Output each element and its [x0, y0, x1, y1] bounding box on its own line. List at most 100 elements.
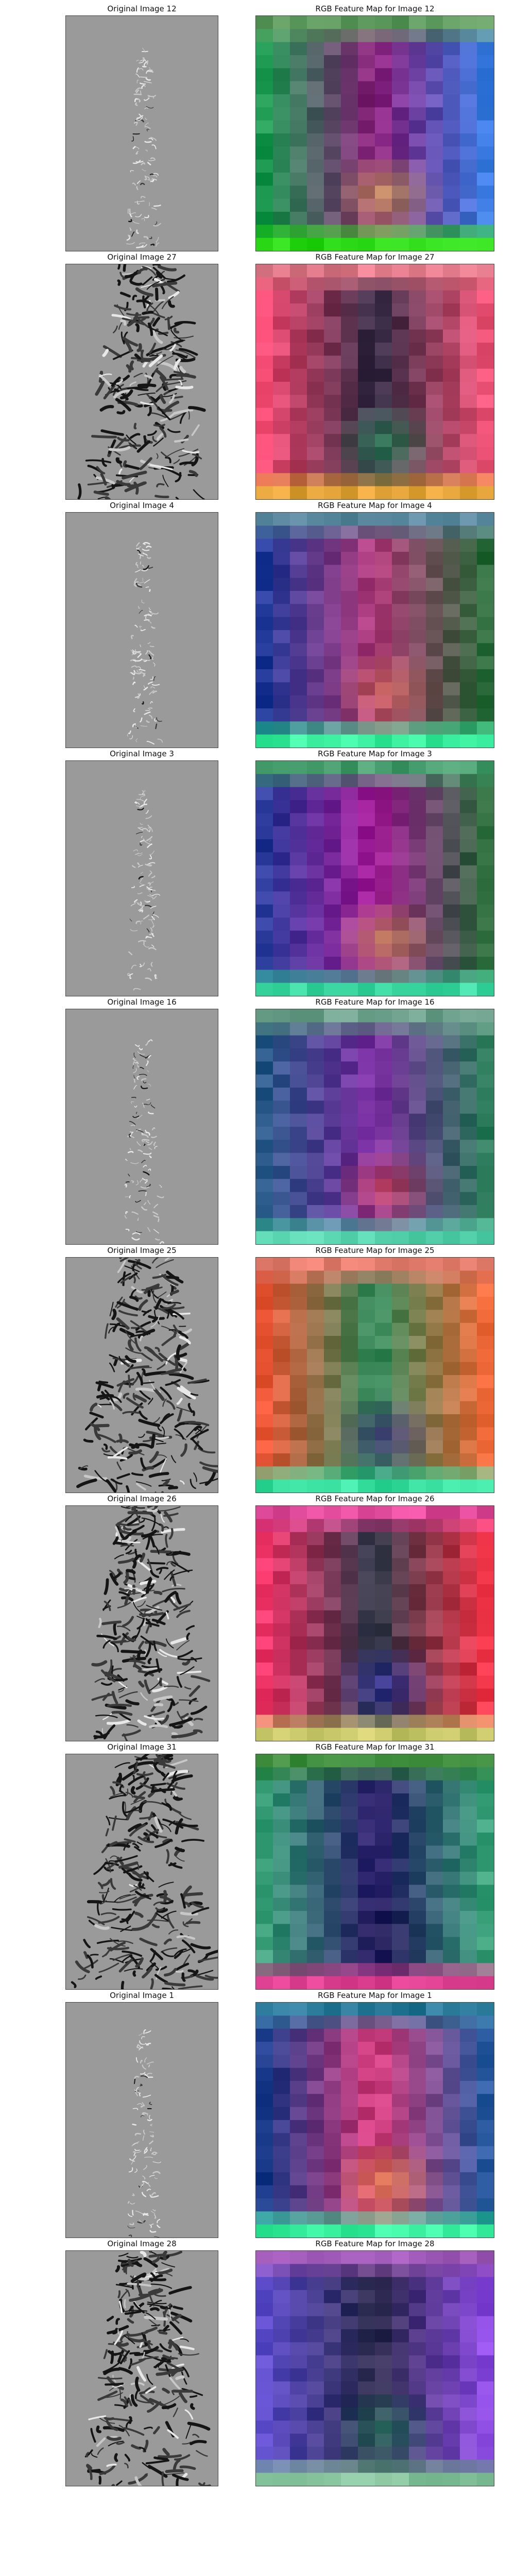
plume-stroke — [144, 2148, 148, 2154]
plume-stroke — [96, 2425, 102, 2433]
feature-cell — [477, 2094, 494, 2108]
feature-cell — [426, 1127, 443, 1140]
plume-stroke — [118, 444, 141, 450]
plume-stroke — [176, 1640, 190, 1651]
plume-stroke — [179, 2345, 195, 2350]
feature-cell — [443, 2015, 460, 2029]
feature-cell — [375, 1479, 392, 1493]
feature-cell — [273, 865, 290, 879]
plume-stroke — [140, 629, 146, 631]
feature-cell — [375, 1636, 392, 1650]
plume-stroke — [172, 1770, 178, 1784]
feature-cell — [324, 918, 341, 931]
plume-stroke — [142, 701, 144, 705]
feature-cell — [477, 2185, 494, 2199]
feature-cell — [426, 1976, 443, 1989]
feature-cell — [392, 1479, 409, 1493]
feature-cell — [341, 2003, 358, 2016]
plume-stroke — [172, 1569, 193, 1576]
feature-cell — [460, 486, 477, 499]
feature-cell — [392, 2355, 409, 2369]
feature-cell — [460, 1009, 477, 1023]
feature-cell — [256, 1545, 273, 1558]
plume-stroke — [135, 161, 144, 163]
feature-cell — [426, 2447, 443, 2460]
plume-stroke — [182, 2442, 191, 2445]
plume-stroke — [117, 2290, 121, 2298]
plume-stroke — [144, 614, 152, 617]
feature-cell — [307, 1009, 324, 1023]
feature-cell — [477, 133, 494, 147]
plume-stroke — [91, 1693, 114, 1701]
feature-cell — [307, 591, 324, 604]
feature-cell — [392, 447, 409, 461]
feature-cell — [375, 2381, 392, 2395]
plume-stroke — [131, 1376, 139, 1386]
feature-cell — [341, 460, 358, 473]
plume-stroke — [124, 1838, 136, 1843]
feature-cell — [426, 460, 443, 473]
feature-cell — [443, 1349, 460, 1363]
plume-stroke — [140, 876, 144, 882]
feature-cell — [375, 1623, 392, 1637]
feature-cell — [409, 565, 426, 579]
plume-stroke — [148, 715, 153, 719]
feature-cell — [324, 2003, 341, 2016]
plume-stroke — [131, 1443, 139, 1449]
feature-cell — [358, 1218, 375, 1232]
plume-stroke — [170, 2311, 193, 2323]
feature-cell — [375, 1283, 392, 1297]
feature-cell — [375, 2316, 392, 2330]
plume-stroke — [144, 1715, 165, 1720]
plume-stroke — [135, 1957, 144, 1968]
feature-cell — [460, 1440, 477, 1454]
feature-cell — [324, 1192, 341, 1206]
feature-cell — [443, 761, 460, 774]
plume-stroke — [152, 690, 158, 694]
feature-cell — [358, 1584, 375, 1598]
plume-stroke — [171, 2389, 175, 2396]
feature-cell — [324, 107, 341, 121]
feature-cell — [324, 1911, 341, 1924]
plume-stroke — [190, 1705, 208, 1715]
feature-cell — [375, 1976, 392, 1989]
feature-cell — [409, 16, 426, 29]
plume-stroke — [147, 2465, 168, 2478]
plume-stroke — [168, 2339, 179, 2351]
plume-stroke — [147, 1200, 151, 1205]
plume-stroke — [152, 1685, 168, 1692]
feature-cell — [290, 2368, 307, 2382]
feature-cell — [307, 1192, 324, 1206]
feature-cell — [256, 1362, 273, 1376]
plume-stroke — [183, 1901, 191, 1907]
feature-cell — [409, 1153, 426, 1166]
feature-cell — [392, 1663, 409, 1676]
plume-stroke — [134, 2132, 142, 2136]
plume-stroke — [163, 378, 184, 381]
feature-cell — [409, 1414, 426, 1428]
feature-cell — [273, 198, 290, 212]
plume-stroke — [118, 1433, 123, 1444]
plume-stroke — [102, 1639, 111, 1649]
feature-cell — [477, 212, 494, 225]
plume-stroke — [176, 1344, 181, 1361]
feature-cell — [307, 16, 324, 29]
plume-stroke — [136, 1841, 143, 1845]
feature-cell — [426, 1675, 443, 1689]
feature-cell — [426, 1845, 443, 1859]
feature-cell — [409, 1218, 426, 1232]
plume-stroke — [131, 231, 135, 237]
plume-stroke — [171, 1724, 183, 1729]
feature-cell — [307, 368, 324, 382]
feature-cell — [426, 1388, 443, 1402]
feature-cell — [290, 865, 307, 879]
feature-cell — [460, 316, 477, 330]
feature-cell — [307, 2067, 324, 2081]
plume-stroke — [133, 2141, 140, 2146]
feature-cell — [341, 904, 358, 918]
feature-cell — [290, 1035, 307, 1049]
feature-cell — [460, 2277, 477, 2291]
plume-stroke — [193, 1718, 203, 1721]
plume-stroke — [98, 374, 112, 378]
feature-cell — [375, 682, 392, 696]
